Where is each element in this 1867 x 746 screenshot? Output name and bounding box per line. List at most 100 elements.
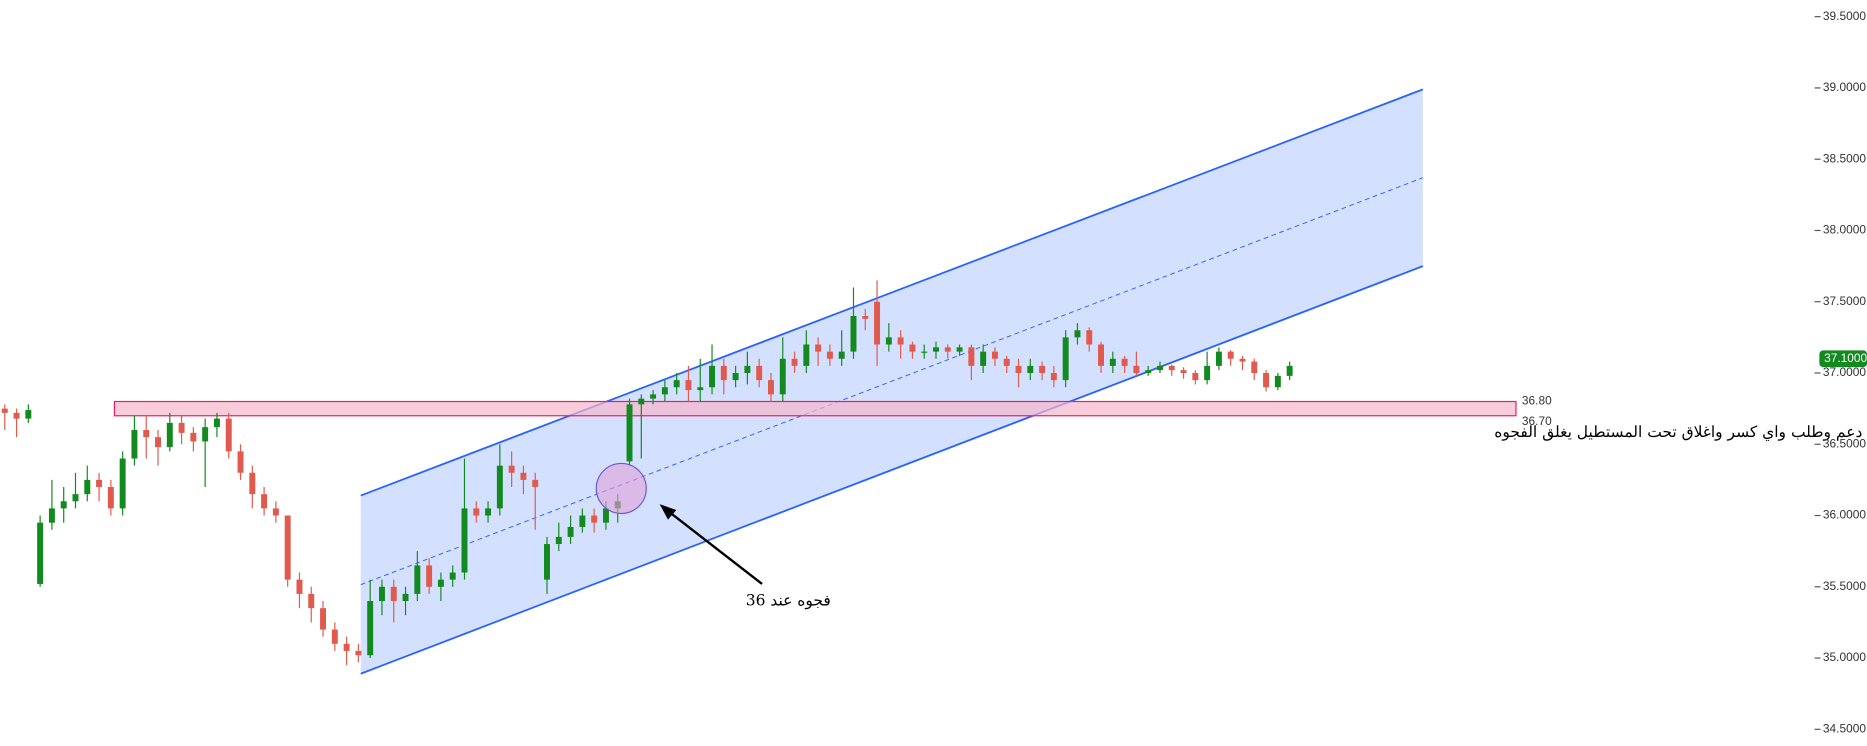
candle-body	[591, 515, 598, 523]
candle-body	[1003, 358, 1010, 366]
candle-body	[296, 579, 303, 594]
candle-body	[1215, 351, 1222, 366]
candle-body	[720, 365, 727, 381]
candle-body	[909, 344, 916, 352]
candle-body	[1145, 370, 1152, 373]
candle-body	[155, 437, 161, 448]
candle-body	[544, 544, 550, 580]
candle-body	[72, 494, 79, 502]
candle-body	[331, 629, 338, 644]
candle-body	[1239, 358, 1246, 362]
candle-body	[815, 344, 822, 352]
candle-body	[60, 501, 67, 509]
candle-body	[567, 526, 574, 537]
candle-body	[673, 380, 680, 388]
candle-body	[272, 508, 279, 516]
y-tick-label: 36.0000	[1823, 508, 1866, 522]
candle-body	[980, 351, 987, 366]
candle-body	[485, 508, 492, 516]
last-price-label: 37.1000	[1824, 351, 1867, 365]
candle-body	[838, 351, 845, 359]
candle-body	[1274, 375, 1281, 388]
zone-bottom-label: 36.70	[1522, 414, 1552, 428]
candle-body	[1027, 365, 1034, 373]
candle-body	[84, 479, 91, 495]
y-tick-label: 37.5000	[1823, 294, 1866, 308]
candle-body	[532, 479, 539, 488]
candle-body	[367, 601, 374, 656]
gap-arrowhead	[659, 504, 677, 520]
zone-top-label: 36.80	[1522, 394, 1552, 408]
candle-body	[178, 422, 185, 433]
candle-body	[862, 315, 869, 319]
y-tick-label: 35.5000	[1823, 579, 1866, 593]
y-tick-label: 37.0000	[1823, 365, 1866, 379]
candle-body	[826, 351, 833, 359]
candle-body	[709, 365, 716, 388]
candle-body	[414, 565, 421, 594]
candle-body	[1086, 330, 1093, 345]
candle-body	[202, 427, 209, 442]
candle-body	[779, 358, 786, 395]
candle-body	[343, 643, 350, 651]
candle-body	[473, 508, 480, 516]
candle-body	[1180, 370, 1187, 373]
candle-body	[1062, 337, 1069, 381]
y-tick-label: 39.0000	[1823, 80, 1866, 94]
y-tick-label: 36.5000	[1823, 436, 1866, 450]
channel-lower	[360, 265, 1424, 675]
candle-body	[225, 418, 232, 452]
channel-upper	[360, 88, 1424, 497]
candle-body	[355, 650, 362, 656]
candle-body	[1074, 330, 1081, 338]
gap-arrow	[666, 509, 763, 585]
candle-body	[1156, 365, 1163, 371]
candle-body	[213, 418, 220, 428]
candles-layer	[1, 280, 1293, 666]
candle-body	[426, 565, 433, 587]
candle-body	[944, 347, 951, 352]
candle-body	[1015, 365, 1022, 373]
candle-body	[119, 458, 126, 509]
candle-body	[131, 430, 138, 459]
candle-body	[25, 410, 32, 419]
y-tick-label: 38.5000	[1823, 151, 1866, 165]
candle-body	[968, 347, 975, 366]
candle-body	[885, 337, 892, 345]
axis-layer: 34.5000 35.0000 35.5000 36.0000 36.5000 37.00…	[1814, 9, 1867, 735]
candle-body	[437, 579, 444, 587]
candle-body	[956, 347, 963, 352]
candle-body	[37, 522, 44, 584]
candle-body	[638, 398, 645, 405]
candle-body	[1133, 365, 1140, 373]
candle-body	[520, 472, 527, 480]
candle-body	[378, 586, 385, 602]
candle-body	[1192, 373, 1199, 381]
candle-body	[756, 365, 763, 381]
candle-body	[579, 515, 586, 527]
candle-body	[284, 515, 291, 580]
candle-body	[1286, 365, 1293, 376]
candle-body	[166, 422, 173, 448]
annotation-layer: فجوه عند 36	[595, 462, 831, 609]
candle-body	[461, 508, 468, 573]
support-zone	[113, 400, 1517, 417]
candle-body	[390, 586, 397, 602]
candle-body	[449, 572, 456, 580]
candle-body	[685, 380, 692, 391]
candle-body	[803, 344, 810, 366]
candle-body	[732, 373, 739, 381]
candle-body	[1050, 373, 1057, 381]
candle-body	[991, 351, 998, 359]
candle-body	[1098, 344, 1105, 366]
candle-body	[320, 608, 327, 630]
candle-body	[650, 394, 657, 399]
y-tick-label: 38.0000	[1823, 223, 1866, 237]
zone-note: منطقه دعم وطلب واي كسر واغلاق تحت المستط…	[1494, 423, 1867, 441]
last-price-box	[1819, 350, 1867, 368]
candle-body	[13, 412, 20, 419]
candle-body	[107, 487, 114, 509]
candle-body	[1251, 361, 1258, 373]
